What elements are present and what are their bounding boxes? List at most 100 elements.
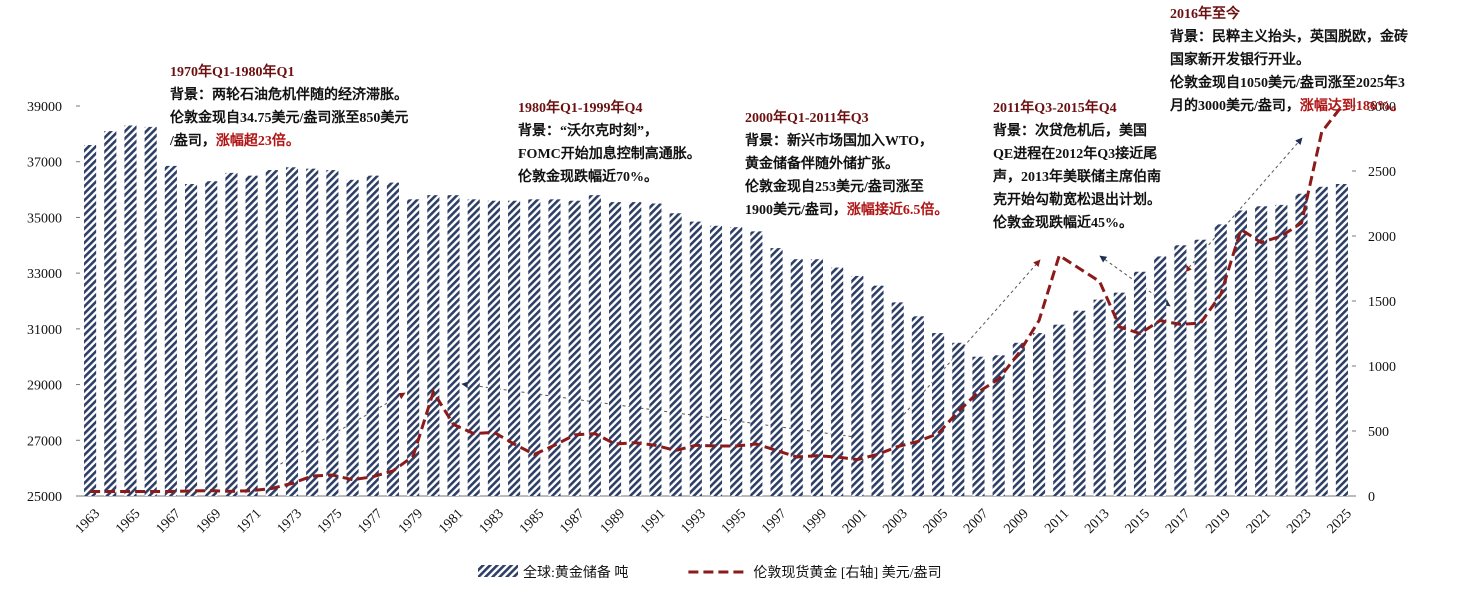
x-tick-label: 2017 bbox=[1163, 506, 1193, 536]
annotation-text: 伦敦金现自1050美元/盎司涨至2025年3 bbox=[1170, 74, 1405, 91]
y2-tick-label: 3000 bbox=[1368, 100, 1396, 115]
bar bbox=[790, 259, 803, 496]
annotation-text: 伦敦金现跌幅近45%。 bbox=[993, 214, 1133, 231]
annotation-line: 1900美元/盎司，涨幅接近6.5倍。 bbox=[745, 201, 948, 218]
bar bbox=[548, 199, 561, 497]
bar bbox=[972, 356, 985, 496]
bar bbox=[629, 202, 642, 496]
annotation-text: 黄金储备伴随外储扩张。 bbox=[745, 155, 899, 172]
y-tick-label: 29000 bbox=[27, 379, 62, 394]
bar bbox=[306, 168, 319, 496]
annotation-line: 背景：次贷危机后，美国 bbox=[993, 122, 1147, 139]
annotation-title: 2000年Q1-2011年Q3 bbox=[745, 109, 869, 126]
annotation-line: 月的3000美元/盎司，涨幅达到186%。 bbox=[1169, 97, 1405, 114]
annotation-highlight: 涨幅接近6.5倍。 bbox=[847, 201, 949, 218]
annotation-text: 克开始勾勒宽松退出计划。 bbox=[993, 191, 1161, 208]
annotation-line: 黄金储备伴随外储扩张。 bbox=[745, 155, 899, 172]
bar bbox=[810, 259, 824, 496]
bar bbox=[588, 195, 601, 496]
bar bbox=[1093, 299, 1106, 496]
annotation-line: 伦敦金现自34.75美元/盎司涨至850美元 bbox=[170, 109, 408, 126]
x-tick-label: 1979 bbox=[396, 506, 426, 536]
annotation-text: FOMC开始加息控制高通胀。 bbox=[518, 145, 701, 162]
annotation-text: 伦敦金现自253美元/盎司涨至 bbox=[745, 178, 924, 195]
annotation-highlight: 涨幅达到186%。 bbox=[1300, 97, 1405, 114]
bar bbox=[1214, 224, 1227, 496]
bar bbox=[386, 182, 400, 496]
x-tick-label: 2021 bbox=[1244, 506, 1274, 536]
x-tick-label: 1987 bbox=[557, 506, 587, 536]
annotation-line: 伦敦金现跌幅近70%。 bbox=[518, 168, 658, 185]
bar bbox=[487, 200, 500, 496]
annotation-title: 2011年Q3-2015年Q4 bbox=[993, 99, 1117, 116]
bar bbox=[1113, 292, 1126, 496]
bar bbox=[851, 275, 864, 496]
x-tick-label: 2025 bbox=[1325, 506, 1355, 536]
bar bbox=[467, 199, 480, 497]
x-tick-label: 2001 bbox=[840, 506, 870, 536]
bar bbox=[84, 145, 97, 496]
bar bbox=[1174, 245, 1187, 496]
bar bbox=[1194, 239, 1207, 496]
x-tick-label: 2005 bbox=[921, 506, 951, 536]
annotation-line: QE进程在2012年Q3接近尾 bbox=[993, 145, 1157, 162]
bar bbox=[831, 267, 844, 496]
bar bbox=[1133, 271, 1147, 496]
annotation-line: 伦敦金现跌幅近45%。 bbox=[993, 214, 1133, 231]
annotation-line: /盎司，涨幅超23倍。 bbox=[169, 132, 300, 149]
x-tick-label: 2015 bbox=[1123, 506, 1153, 536]
x-tick-label: 1971 bbox=[234, 506, 264, 536]
y-tick-label: 31000 bbox=[27, 323, 62, 338]
annotation-text: QE进程在2012年Q3接近尾 bbox=[993, 145, 1157, 162]
annotation-line: 国家新开发银行开业。 bbox=[1170, 51, 1310, 68]
x-tick-label: 1985 bbox=[517, 506, 547, 536]
bar bbox=[891, 302, 904, 496]
bar bbox=[184, 184, 198, 496]
y2-tick-label: 0 bbox=[1368, 490, 1375, 505]
y2-tick-label: 2500 bbox=[1368, 165, 1396, 180]
annotation-text: 背景：新兴市场国加入WTO， bbox=[745, 132, 933, 149]
annotation-text: 伦敦金现自34.75美元/盎司涨至850美元 bbox=[170, 109, 408, 126]
x-tick-label: 1975 bbox=[315, 506, 345, 536]
x-tick-label: 1967 bbox=[154, 506, 184, 536]
bar bbox=[750, 231, 763, 496]
x-tick-label: 1973 bbox=[275, 506, 305, 536]
x-tick-label: 1965 bbox=[113, 506, 143, 536]
y-tick-label: 33000 bbox=[27, 267, 62, 282]
bar bbox=[1295, 193, 1308, 496]
line bbox=[90, 105, 1344, 493]
x-tick-label: 2009 bbox=[1002, 506, 1032, 536]
x-tick-label: 2013 bbox=[1082, 506, 1112, 536]
bar bbox=[407, 199, 420, 497]
bar bbox=[730, 227, 743, 496]
bar bbox=[528, 199, 541, 497]
x-tick-label: 1969 bbox=[194, 506, 224, 536]
x-tick-label: 1977 bbox=[355, 506, 385, 536]
x-tick-label: 1999 bbox=[800, 506, 830, 536]
annotation-title: 1980年Q1-1999年Q4 bbox=[518, 99, 642, 116]
annotation-line: 背景：民粹主义抬头，英国脱欧，金砖 bbox=[1170, 28, 1408, 45]
x-tick-label: 1995 bbox=[719, 506, 749, 536]
bar bbox=[144, 126, 157, 497]
bar bbox=[1234, 210, 1248, 496]
bar bbox=[205, 181, 218, 496]
bar bbox=[1073, 310, 1086, 496]
bar bbox=[608, 202, 622, 496]
annotation-text: 背景：次贷危机后，美国 bbox=[993, 122, 1147, 139]
bar bbox=[285, 167, 299, 497]
bar bbox=[104, 131, 117, 497]
bar bbox=[709, 225, 723, 497]
x-tick-label: 2019 bbox=[1203, 506, 1233, 536]
y-tick-label: 39000 bbox=[27, 100, 62, 115]
x-tick-label: 1991 bbox=[638, 506, 668, 536]
bar bbox=[568, 200, 581, 496]
x-tick-label: 2011 bbox=[1042, 506, 1072, 536]
annotation-text: 国家新开发银行开业。 bbox=[1170, 51, 1310, 68]
bar bbox=[689, 221, 702, 496]
y2-tick-label: 500 bbox=[1368, 425, 1389, 440]
y-tick-label: 35000 bbox=[27, 211, 62, 226]
bar bbox=[124, 125, 137, 496]
bar bbox=[1053, 324, 1066, 496]
annotation-text: 伦敦金现跌幅近70%。 bbox=[518, 168, 658, 185]
